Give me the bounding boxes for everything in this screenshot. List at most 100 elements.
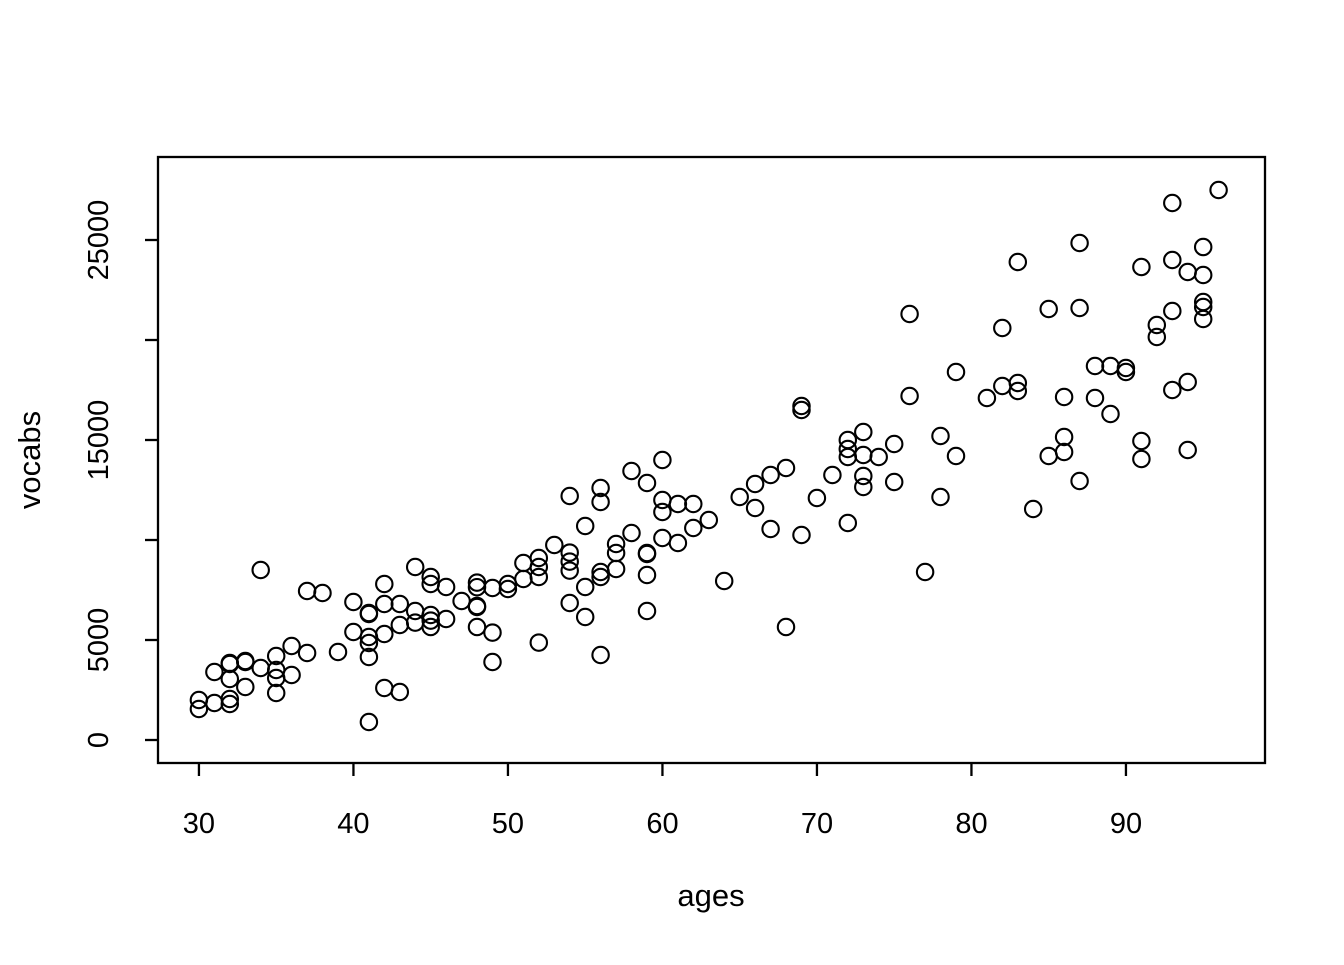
- data-point: [560, 486, 579, 506]
- data-point: [606, 559, 626, 579]
- data-point: [251, 560, 270, 580]
- data-point: [591, 492, 610, 512]
- y-axis-ticks: [145, 238, 158, 742]
- x-tick-label: 80: [955, 808, 987, 840]
- data-point: [1163, 193, 1182, 213]
- data-point: [1163, 301, 1182, 321]
- data-point: [1039, 299, 1058, 319]
- data-point: [529, 548, 549, 568]
- data-point: [1008, 373, 1028, 393]
- data-point: [436, 577, 456, 597]
- data-point: [575, 607, 595, 627]
- data-point: [328, 642, 348, 662]
- y-tick-label: 0: [83, 732, 115, 748]
- data-point: [993, 376, 1012, 396]
- data-point: [483, 652, 502, 672]
- data-point: [1178, 440, 1197, 460]
- data-point: [560, 543, 579, 562]
- data-point: [560, 593, 579, 613]
- data-point: [792, 400, 811, 420]
- data-point: [823, 465, 842, 485]
- data-point: [854, 466, 873, 486]
- data-point: [575, 516, 595, 536]
- x-tick-label: 50: [492, 808, 524, 840]
- data-point: [189, 699, 209, 719]
- data-point: [375, 574, 394, 594]
- data-point: [1054, 387, 1074, 407]
- y-tick-label: 25000: [83, 200, 115, 281]
- data-point: [1193, 309, 1213, 329]
- data-point: [1070, 471, 1089, 491]
- data-point: [467, 597, 487, 617]
- data-point: [514, 553, 533, 573]
- data-point: [498, 579, 518, 599]
- plot-box: [156, 155, 1267, 765]
- data-point: [405, 557, 425, 577]
- data-point: [900, 386, 919, 406]
- x-tick-label: 40: [337, 808, 369, 840]
- data-point: [220, 669, 240, 689]
- data-point: [993, 318, 1012, 338]
- data-point: [761, 519, 780, 539]
- data-point: [1132, 431, 1151, 451]
- data-point: [421, 617, 440, 637]
- data-point: [730, 487, 749, 507]
- data-point: [1132, 449, 1151, 469]
- data-point: [560, 552, 579, 571]
- data-point: [467, 617, 487, 637]
- data-point: [606, 534, 626, 554]
- data-point: [529, 633, 549, 652]
- data-point: [236, 651, 255, 671]
- data-point: [1085, 356, 1105, 376]
- data-point: [359, 712, 379, 732]
- data-point: [220, 689, 240, 709]
- data-point: [1193, 297, 1213, 317]
- data-point: [575, 577, 595, 597]
- data-point: [514, 569, 533, 589]
- data-point: [637, 473, 657, 493]
- data-point: [745, 474, 765, 494]
- data-point: [792, 396, 811, 416]
- data-point: [854, 445, 873, 465]
- data-point: [622, 461, 641, 481]
- data-point: [282, 636, 301, 656]
- data-point: [205, 693, 224, 713]
- data-point: [591, 567, 610, 587]
- x-axis-title: ages: [677, 878, 744, 913]
- data-point: [699, 510, 719, 530]
- data-point: [1039, 446, 1058, 466]
- data-point: [1023, 499, 1043, 519]
- data-point: [1054, 427, 1074, 447]
- data-point: [282, 665, 301, 685]
- data-point: [761, 465, 780, 485]
- data-point: [915, 562, 935, 582]
- data-point: [1178, 372, 1197, 392]
- x-tick-label: 70: [801, 808, 833, 840]
- data-point: [684, 518, 703, 538]
- data-point: [344, 622, 363, 642]
- data-point: [653, 502, 672, 522]
- data-point: [714, 571, 734, 591]
- data-point: [344, 592, 363, 612]
- data-point: [390, 682, 410, 702]
- data-point: [251, 658, 270, 678]
- x-tick-label: 60: [646, 808, 678, 840]
- data-point: [205, 662, 224, 682]
- data-point: [220, 694, 240, 714]
- x-tick-label: 90: [1110, 808, 1142, 840]
- y-axis-title: vocabs: [12, 411, 47, 509]
- data-point: [1209, 180, 1228, 200]
- data-point: [869, 447, 888, 467]
- y-axis-tick-labels: 0 5000 15000 25000: [83, 200, 115, 748]
- data-point: [622, 523, 641, 543]
- data-point: [220, 654, 240, 674]
- data-point: [884, 434, 904, 454]
- data-point: [405, 613, 425, 632]
- data-point: [1132, 257, 1151, 277]
- data-point: [1070, 233, 1089, 253]
- y-tick-label: 5000: [83, 608, 115, 673]
- data-point: [807, 488, 827, 508]
- data-point: [1054, 442, 1074, 462]
